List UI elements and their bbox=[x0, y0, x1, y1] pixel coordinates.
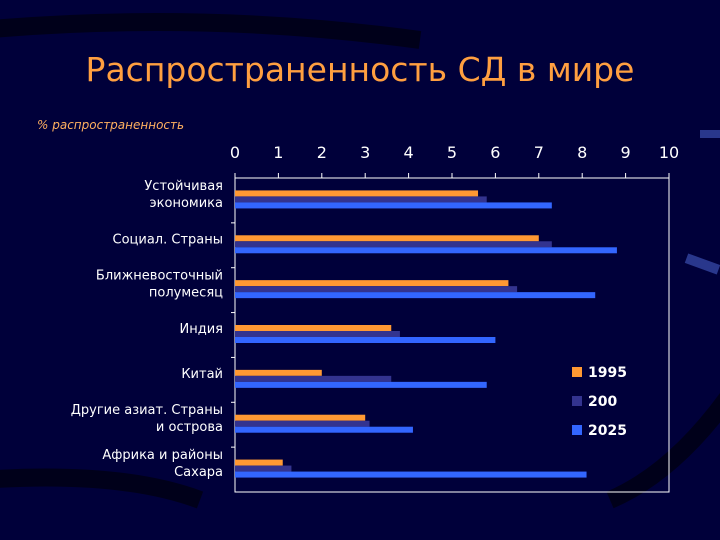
legend-label-200: 200 bbox=[588, 394, 617, 410]
bar-2025-6 bbox=[235, 471, 587, 478]
bar-1995-2 bbox=[235, 280, 509, 287]
legend-label-1995: 1995 bbox=[588, 365, 627, 381]
x-tick-label: 5 bbox=[447, 143, 457, 162]
bar-2025-0 bbox=[235, 202, 552, 209]
legend-swatch-200 bbox=[572, 396, 582, 406]
bar-1995-6 bbox=[235, 459, 283, 466]
legend-swatch-2025 bbox=[572, 425, 582, 435]
bar-200-3 bbox=[235, 331, 400, 337]
axis-caption: % распространенность bbox=[37, 118, 185, 132]
x-tick-label: 4 bbox=[404, 143, 414, 162]
bar-200-6 bbox=[235, 465, 292, 472]
x-tick-label: 10 bbox=[659, 143, 679, 162]
x-tick-label: 3 bbox=[360, 143, 370, 162]
bar-200-4 bbox=[235, 375, 392, 382]
bar-200-1 bbox=[235, 241, 552, 248]
category-label: Китай bbox=[181, 367, 223, 382]
category-label: Другие азиат. Страны и острова bbox=[71, 403, 223, 435]
category-label: Ближневосточный полумесяц bbox=[96, 269, 223, 301]
bar-1995-1 bbox=[235, 235, 539, 242]
bar-1995-3 bbox=[235, 325, 392, 331]
legend-swatch-1995 bbox=[572, 367, 582, 377]
x-tick-label: 0 bbox=[230, 143, 240, 162]
bar-1995-5 bbox=[235, 414, 366, 421]
slide-title: Распространенность СД в мире bbox=[85, 50, 635, 89]
legend-label-2025: 2025 bbox=[588, 423, 627, 439]
x-tick-label: 2 bbox=[317, 143, 327, 162]
bar-200-5 bbox=[235, 420, 370, 427]
x-tick-label: 8 bbox=[577, 143, 587, 162]
category-label: Устойчивая экономика bbox=[144, 179, 223, 211]
category-label: Африка и районы Сахара bbox=[102, 448, 223, 480]
bar-1995-0 bbox=[235, 190, 479, 197]
category-label: Социал. Страны bbox=[113, 232, 224, 247]
bar-2025-2 bbox=[235, 292, 596, 299]
bar-2025-4 bbox=[235, 381, 487, 388]
x-tick-label: 1 bbox=[273, 143, 283, 162]
bar-1995-4 bbox=[235, 369, 322, 376]
bar-2025-3 bbox=[235, 337, 496, 343]
bar-200-0 bbox=[235, 196, 487, 203]
bar-200-2 bbox=[235, 286, 518, 293]
bar-2025-5 bbox=[235, 426, 413, 433]
x-tick-label: 7 bbox=[534, 143, 544, 162]
bar-2025-1 bbox=[235, 247, 617, 254]
category-label: Индия bbox=[180, 322, 223, 337]
x-tick-label: 6 bbox=[490, 143, 500, 162]
x-tick-label: 9 bbox=[621, 143, 631, 162]
